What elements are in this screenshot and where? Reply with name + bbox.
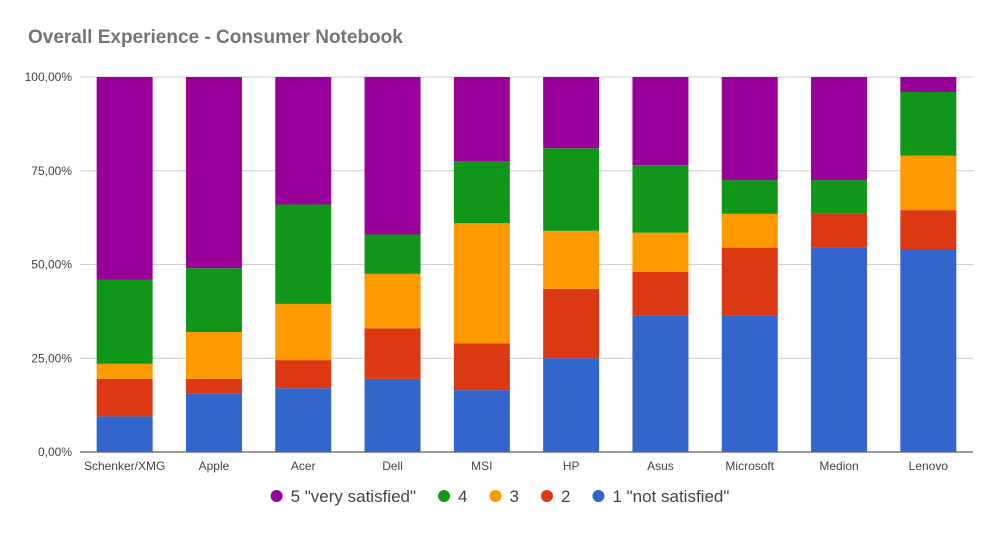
x-tick-label: Asus xyxy=(647,459,674,473)
x-tick-label: Microsoft xyxy=(725,459,774,473)
bar-segment xyxy=(721,213,778,248)
legend-item: 4 xyxy=(438,487,468,506)
bar-segment xyxy=(96,279,153,364)
bar-segment xyxy=(632,232,689,272)
x-tick-label: Lenovo xyxy=(909,459,949,473)
y-tick-label: 50,00% xyxy=(31,258,72,272)
legend-swatch xyxy=(438,490,451,502)
bar-segment xyxy=(185,77,242,269)
bar-segment xyxy=(632,77,689,166)
bar-segment xyxy=(185,393,242,452)
legend-label: 2 xyxy=(561,487,570,506)
bar-segment xyxy=(900,155,957,211)
legend: 5 "very satisfied" 4 3 2 1 "not satisfied" xyxy=(270,487,729,506)
legend-label: 4 xyxy=(458,487,467,506)
y-tick-label: 25,00% xyxy=(31,351,72,365)
legend-item: 3 xyxy=(489,487,519,506)
legend-swatch xyxy=(540,490,553,502)
x-tick-label: Medion xyxy=(819,459,858,473)
x-tick-label: Schenker/XMG xyxy=(84,459,165,473)
x-tick-label: Acer xyxy=(291,459,316,473)
bar-segment xyxy=(632,165,689,233)
bar-segment xyxy=(96,378,153,417)
bar-segment xyxy=(453,77,510,162)
bar-segment xyxy=(275,388,332,452)
bar-segment xyxy=(811,247,868,452)
bar-segment xyxy=(185,332,242,379)
bar-segment xyxy=(900,249,957,452)
bar-segment xyxy=(900,92,957,156)
legend-label: 5 "very satisfied" xyxy=(291,487,416,506)
bar-segment xyxy=(721,180,778,214)
x-axis: Schenker/XMG Apple Acer Dell MSI HP Asus Micros… xyxy=(84,459,948,473)
bar-segment xyxy=(632,272,689,316)
legend-swatch xyxy=(489,490,502,502)
bar-segment xyxy=(364,77,421,235)
bar-segment xyxy=(364,273,421,329)
x-tick-label: MSI xyxy=(471,459,492,473)
bar-segment xyxy=(543,358,600,452)
x-tick-label: Apple xyxy=(199,459,230,473)
bar-segment xyxy=(543,288,600,359)
bar-segment xyxy=(453,343,510,391)
bar-segment xyxy=(811,213,868,248)
bar-segment xyxy=(96,77,153,280)
bar-segment xyxy=(811,180,868,214)
bar-segment xyxy=(364,234,421,274)
bars-layer xyxy=(96,77,957,452)
bar-segment xyxy=(364,378,421,452)
bar-segment xyxy=(364,328,421,379)
y-tick-label: 75,00% xyxy=(31,164,72,178)
bar-segment xyxy=(721,247,778,316)
bar-segment xyxy=(721,315,778,452)
bar-segment xyxy=(185,378,242,394)
legend-item: 5 "very satisfied" xyxy=(270,487,416,506)
bar-segment xyxy=(900,77,957,92)
legend-item: 2 xyxy=(540,487,570,506)
legend-label: 1 "not satisfied" xyxy=(612,487,729,506)
y-axis: 0,00% 25,00% 50,00% 75,00% 100,00% xyxy=(25,70,73,459)
x-tick-label: Dell xyxy=(382,459,403,473)
bar-segment xyxy=(543,230,600,289)
legend-item: 1 "not satisfied" xyxy=(592,487,729,506)
legend-swatch xyxy=(270,490,283,502)
bar-segment xyxy=(453,161,510,224)
bar-segment xyxy=(96,363,153,379)
bar-segment xyxy=(275,303,332,361)
y-tick-label: 100,00% xyxy=(25,70,73,84)
bar-segment xyxy=(453,223,510,344)
bar-segment xyxy=(453,390,510,452)
x-tick-label: HP xyxy=(563,459,580,473)
legend-label: 3 xyxy=(510,487,519,506)
bar-segment xyxy=(275,204,332,304)
bar-segment xyxy=(721,77,778,181)
y-tick-label: 0,00% xyxy=(38,445,72,459)
bar-segment xyxy=(275,360,332,389)
bar-segment xyxy=(543,148,600,231)
bar-segment xyxy=(185,268,242,332)
bar-segment xyxy=(811,77,868,181)
legend-swatch xyxy=(592,490,605,502)
bar-segment xyxy=(543,77,600,149)
bar-segment xyxy=(900,210,957,250)
bar-segment xyxy=(275,77,332,205)
chart-title: Overall Experience - Consumer Notebook xyxy=(28,27,403,48)
bar-segment xyxy=(632,315,689,452)
bar-segment xyxy=(96,416,153,452)
